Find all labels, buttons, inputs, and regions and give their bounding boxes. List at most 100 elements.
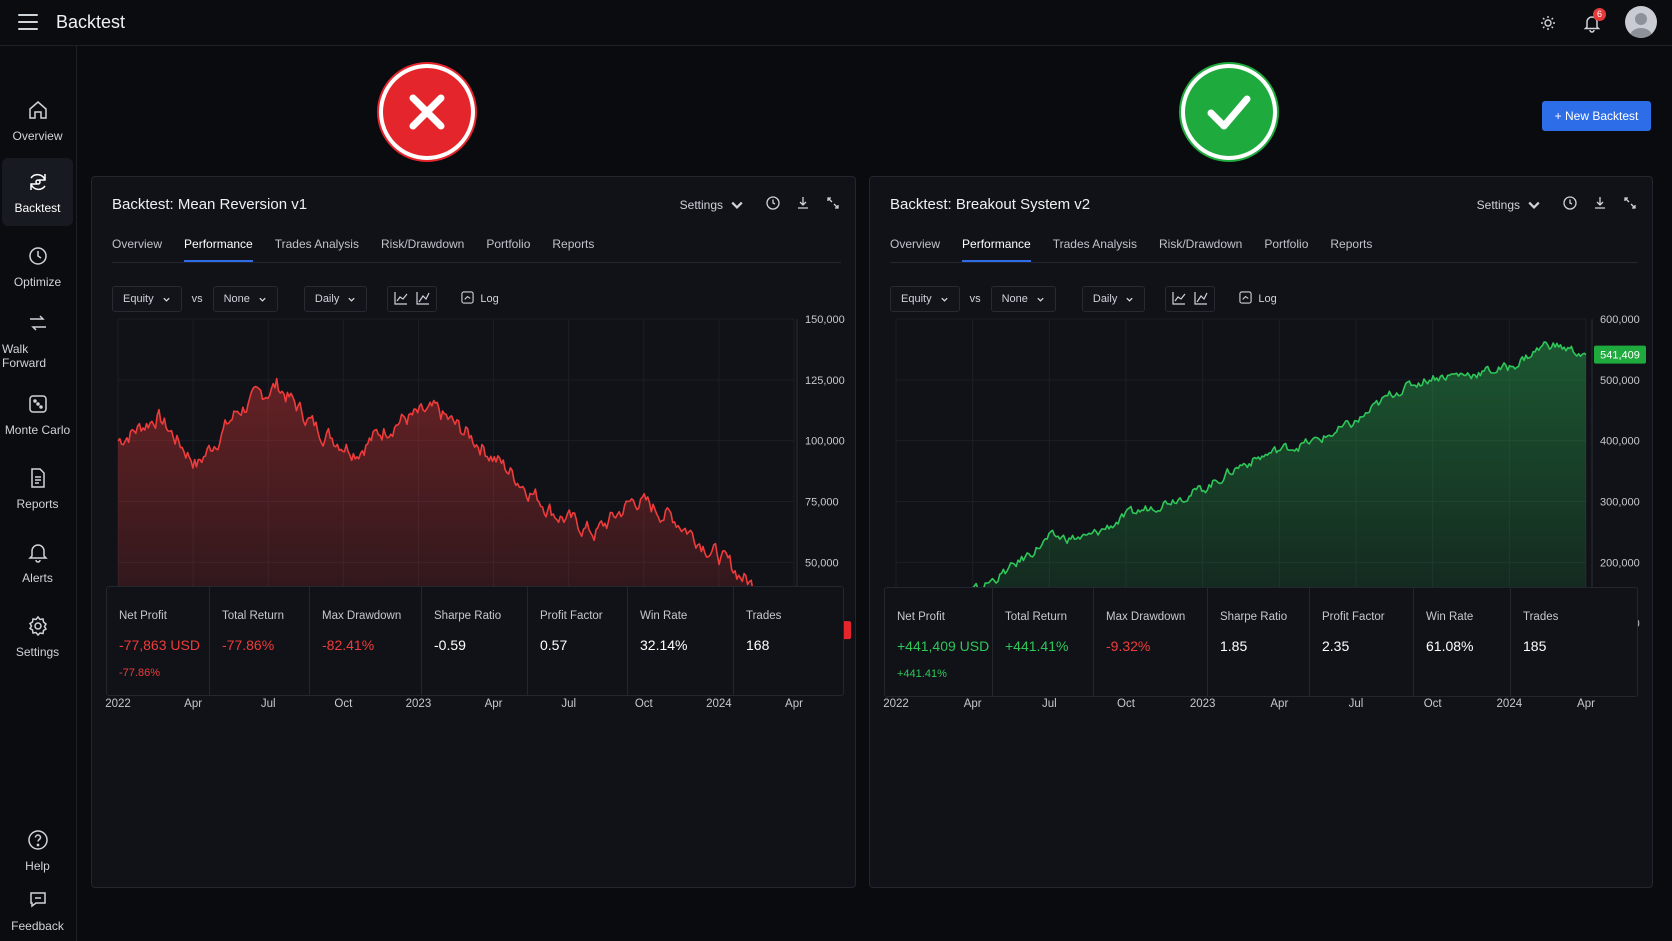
- sidebar-item-label: Reports: [16, 496, 59, 511]
- optimize-icon: [28, 246, 47, 265]
- compare-dropdown[interactable]: None: [212, 286, 278, 312]
- stat-trades: Trades 168: [734, 587, 815, 695]
- sidebar-item-label: Walk Forward: [2, 341, 47, 370]
- tab-performance[interactable]: Performance: [184, 237, 253, 262]
- stat-profit-factor: Profit Factor 0.57: [528, 587, 628, 695]
- stat-value: -82.41%: [322, 637, 375, 653]
- tab-performance[interactable]: Performance: [962, 237, 1031, 262]
- x-tick-label: Jul: [1349, 698, 1364, 710]
- history-clock-icon[interactable]: [1562, 195, 1578, 214]
- stat-label: Net Profit: [897, 611, 945, 623]
- chart-type-toggle: [387, 286, 438, 312]
- y-tick-label: 75,000: [805, 497, 839, 509]
- top-bar: Backtest 6: [0, 0, 1672, 46]
- metric-dropdown[interactable]: Equity: [112, 286, 182, 312]
- tab-risk-drawdown[interactable]: Risk/Drawdown: [1158, 237, 1243, 251]
- tab-risk-drawdown[interactable]: Risk/Drawdown: [380, 237, 465, 251]
- stat-sharpe-ratio: Sharpe Ratio -0.59: [422, 587, 528, 695]
- tab-trades-analysis[interactable]: Trades Analysis: [1052, 237, 1137, 251]
- tab-reports[interactable]: Reports: [552, 237, 595, 251]
- tab-overview[interactable]: Overview: [890, 237, 941, 251]
- x-tick-label: Jul: [261, 698, 276, 710]
- metric-dropdown[interactable]: Equity: [890, 286, 960, 312]
- x-tick-label: 2024: [706, 698, 732, 710]
- expand-icon[interactable]: [825, 195, 841, 214]
- tab-trades-analysis[interactable]: Trades Analysis: [274, 237, 359, 251]
- stat-value: 0.57: [540, 637, 568, 653]
- compare-dropdown[interactable]: None: [990, 286, 1056, 312]
- sidebar-item-optimize[interactable]: Optimize: [2, 232, 73, 300]
- y-tick-label: 200,000: [1600, 557, 1640, 569]
- stat-value: -77,863 USD: [119, 637, 200, 653]
- stat-label: Win Rate: [640, 610, 688, 622]
- backtest-panel-mean-reversion: Backtest: Mean Reversion v1 Settings Ove…: [91, 176, 856, 888]
- line-chart-icon[interactable]: [394, 291, 408, 308]
- sidebar-item-help[interactable]: Help: [2, 816, 73, 884]
- x-tick-label: Apr: [1270, 698, 1288, 710]
- download-icon[interactable]: [795, 195, 811, 214]
- sidebar-item-monte-carlo[interactable]: Monte Carlo: [2, 380, 73, 448]
- log-checkbox-icon: [461, 291, 474, 307]
- x-tick-label: 2023: [406, 698, 432, 710]
- x-tick-label: Apr: [964, 698, 982, 710]
- x-tick-label: Oct: [635, 698, 654, 710]
- stat-label: Win Rate: [1426, 611, 1474, 623]
- stat-total-return: Total Return +441.41%: [993, 588, 1094, 696]
- settings-dropdown[interactable]: Settings: [680, 197, 745, 213]
- compare-chart-icon[interactable]: [416, 291, 430, 308]
- user-avatar[interactable]: [1625, 6, 1657, 38]
- compare-chart-icon[interactable]: [1194, 291, 1208, 308]
- interval-dropdown[interactable]: Daily: [1081, 286, 1146, 312]
- gear-icon: [28, 615, 47, 636]
- line-chart-icon[interactable]: [1172, 291, 1186, 308]
- expand-icon[interactable]: [1622, 195, 1638, 214]
- tab-portfolio[interactable]: Portfolio: [486, 237, 531, 251]
- x-tick-label: 2022: [105, 698, 131, 710]
- sidebar-item-label: Optimize: [13, 274, 62, 289]
- sidebar-item-label: Help: [25, 858, 50, 873]
- settings-dropdown[interactable]: Settings: [1477, 197, 1542, 213]
- y-tick-label: 400,000: [1600, 436, 1640, 448]
- x-tick-label: Oct: [1117, 698, 1136, 710]
- notifications-bell-icon[interactable]: 6: [1580, 8, 1606, 35]
- history-clock-icon[interactable]: [765, 195, 781, 214]
- tab-portfolio[interactable]: Portfolio: [1264, 237, 1309, 251]
- interval-dropdown[interactable]: Daily: [303, 286, 368, 312]
- sidebar-item-feedback[interactable]: Feedback: [2, 876, 73, 941]
- sidebar-item-walk-forward[interactable]: Walk Forward: [2, 306, 73, 374]
- x-tick-label: Jul: [1042, 698, 1057, 710]
- stat-value: -0.59: [434, 637, 466, 653]
- tab-overview[interactable]: Overview: [112, 237, 163, 251]
- x-tick-label: Apr: [785, 698, 803, 710]
- stat-value: 1.85: [1220, 638, 1248, 654]
- new-backtest-button[interactable]: + New Backtest: [1542, 101, 1651, 131]
- sidebar-item-label: Settings: [15, 644, 60, 659]
- stat-win-rate: Win Rate 32.14%: [628, 587, 734, 695]
- sidebar-item-backtest[interactable]: Backtest: [2, 158, 73, 226]
- sidebar-item-overview[interactable]: Overview: [2, 86, 73, 154]
- log-scale-toggle[interactable]: Log: [1239, 291, 1277, 307]
- sidebar: Overview Backtest Optimize Walk Forward …: [0, 46, 77, 941]
- sidebar-item-alerts[interactable]: Alerts: [2, 528, 73, 596]
- theme-toggle-icon[interactable]: [1536, 11, 1560, 35]
- stat-sub-value: +441.41%: [897, 668, 947, 680]
- panel-actions: Settings: [680, 195, 841, 214]
- sidebar-item-settings[interactable]: Settings: [2, 602, 73, 670]
- sidebar-item-label: Overview: [12, 128, 63, 143]
- log-scale-toggle[interactable]: Log: [461, 291, 499, 307]
- stat-value: 168: [746, 637, 770, 653]
- stat-value: +441,409 USD: [897, 638, 990, 654]
- panel-actions: Settings: [1477, 195, 1638, 214]
- home-icon: [28, 100, 47, 119]
- download-icon[interactable]: [1592, 195, 1608, 214]
- x-tick-label: Apr: [485, 698, 503, 710]
- y-tick-label: 600,000: [1600, 314, 1640, 326]
- vs-label: vs: [969, 293, 981, 305]
- stat-label: Profit Factor: [540, 610, 603, 622]
- tab-reports[interactable]: Reports: [1330, 237, 1373, 251]
- x-tick-label: 2023: [1190, 698, 1216, 710]
- hamburger-menu-icon[interactable]: [18, 14, 38, 30]
- chart-controls: Equity vs None Daily Log: [890, 286, 1277, 312]
- sidebar-item-reports[interactable]: Reports: [2, 454, 73, 522]
- sidebar-item-label: Feedback: [11, 918, 64, 933]
